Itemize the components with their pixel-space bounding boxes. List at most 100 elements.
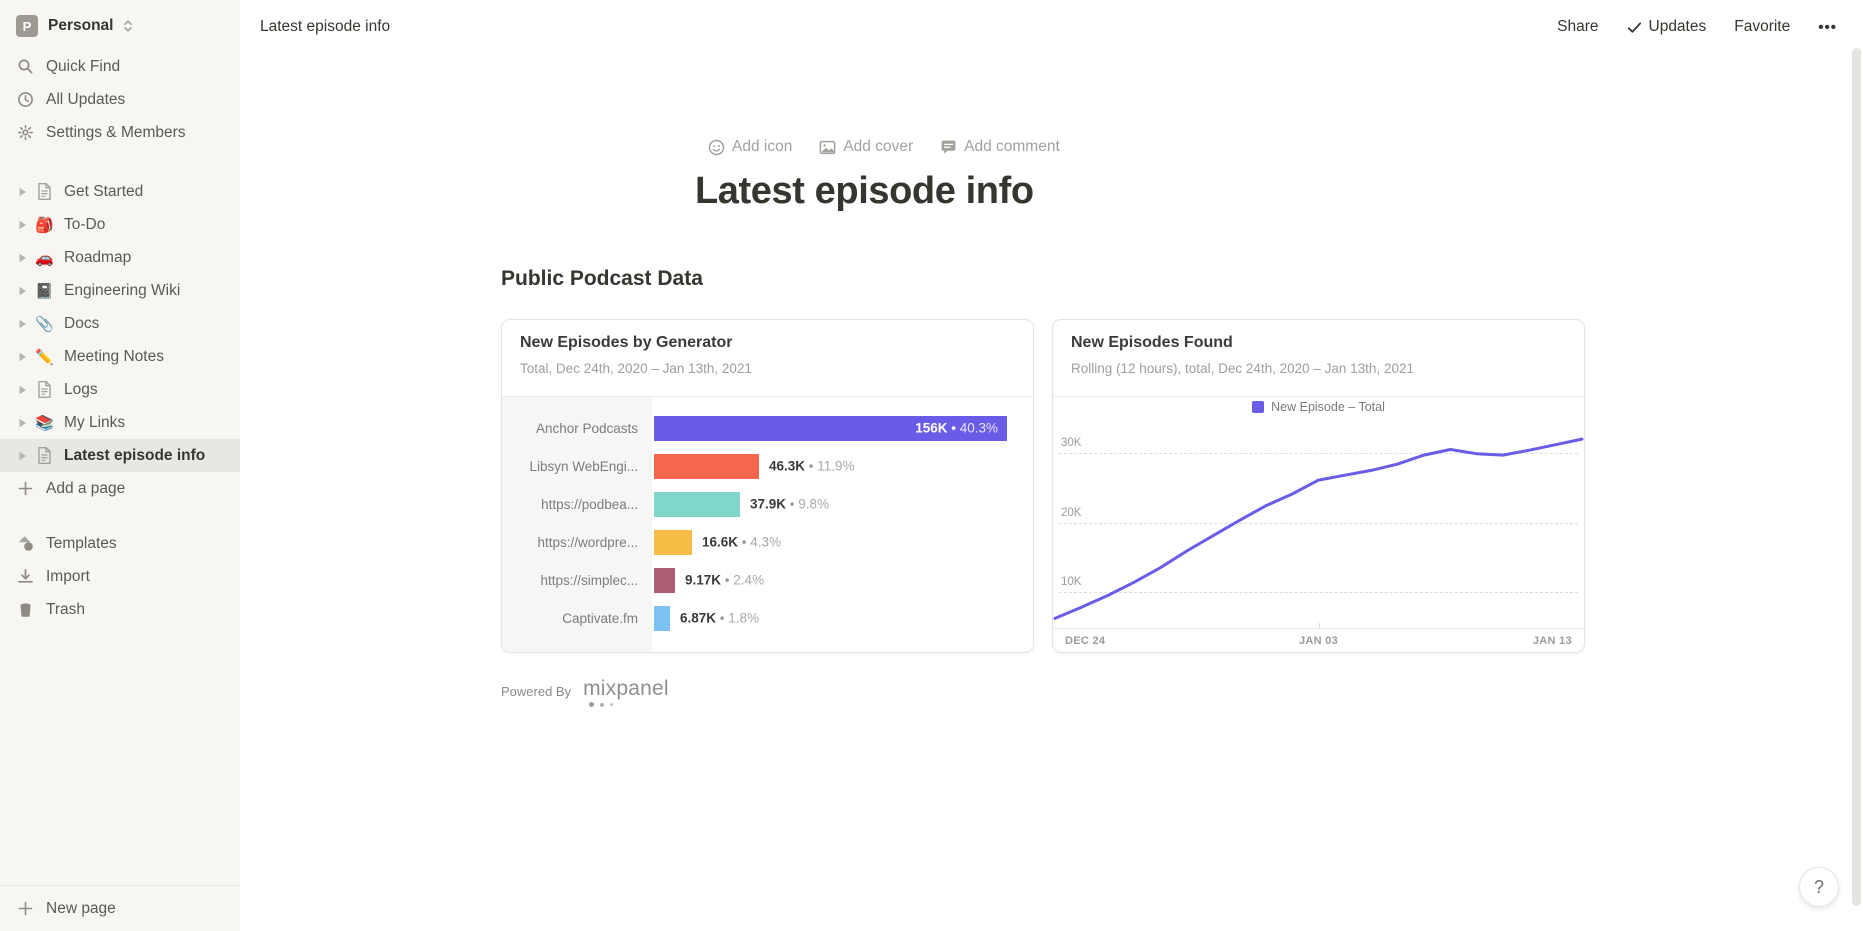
sidebar: P Personal Quick Find All Updates Settin… [0,0,240,931]
toggle-triangle-icon[interactable] [14,184,30,200]
mixpanel-logo[interactable]: mixpanel [583,678,669,707]
toggle-triangle-icon[interactable] [14,448,30,464]
add-comment-button[interactable]: Add comment [939,138,1060,156]
bar-category-label: Anchor Podcasts [535,420,638,436]
sidebar-item-all-updates[interactable]: All Updates [0,83,240,116]
sidebar-item-label: Trash [46,600,86,618]
bar[interactable] [654,491,740,517]
sidebar-item-label: All Updates [46,90,126,108]
page-icon [34,445,55,466]
bar-chart-card[interactable]: New Episodes by Generator Total, Dec 24t… [501,319,1034,653]
add-cover-button[interactable]: Add cover [818,138,913,156]
emoji-page-icon: 🎒 [35,216,54,234]
sidebar-item-label: Import [46,567,90,585]
gridline [1059,453,1578,454]
chart-legend: New Episode – Total [1053,400,1584,414]
sidebar-page-roadmap[interactable]: 🚗 Roadmap [0,241,240,274]
toggle-triangle-icon[interactable] [14,415,30,431]
sidebar-page-docs[interactable]: 📎 Docs [0,307,240,340]
bar-category-label: https://podbea... [541,496,638,512]
mixpanel-wordmark: mixpanel [583,677,669,700]
toggle-triangle-icon[interactable] [14,316,30,332]
plus-icon [16,479,35,498]
bar-category-label: https://wordpre... [537,534,638,550]
favorite-button[interactable]: Favorite [1734,18,1791,35]
new-page-button[interactable]: New page [0,885,240,931]
page-icon [34,379,55,400]
sidebar-page-my-links[interactable]: 📚 My Links [0,406,240,439]
sidebar-item-quick-find[interactable]: Quick Find [0,50,240,83]
line-chart-card[interactable]: New Episodes Found Rolling (12 hours), t… [1052,319,1585,653]
sidebar-page-label: Latest episode info [64,446,206,464]
sidebar-pages: Get Started 🎒 To-Do 🚗 Roadmap 📓 Engineering Wi… [0,175,240,472]
sidebar-page-to-do[interactable]: 🎒 To-Do [0,208,240,241]
sidebar-page-meeting-notes[interactable]: ✏️ Meeting Notes [0,340,240,373]
gear-icon [16,123,35,142]
bar-row: https://podbea... 37.9K • 9.8% [502,485,1033,523]
scrollbar-thumb[interactable] [1852,48,1861,906]
bar-value-label: 16.6K • 4.3% [702,534,782,550]
updates-button[interactable]: Updates [1627,18,1706,36]
mixpanel-dots-icon [589,702,614,707]
x-axis-tick-label: JAN 03 [1298,635,1339,647]
check-icon [1627,20,1642,35]
emoji-page-icon: 📓 [35,282,54,300]
import-icon [16,567,35,586]
add-a-page-button[interactable]: Add a page [0,472,240,505]
sidebar-item-trash[interactable]: Trash [0,593,240,626]
topbar: Latest episode info Share Updates Favori… [240,0,1863,54]
toggle-triangle-icon[interactable] [14,217,30,233]
bar-track: 156K • 40.3% [652,415,1033,441]
bar-chart-title: New Episodes by Generator [520,334,733,351]
sidebar-page-label: Roadmap [64,248,132,266]
bar-value-label: 156K • 40.3% [915,420,998,436]
workspace-switcher[interactable]: P Personal [0,0,240,50]
bar-category-label: Libsyn WebEngi... [529,458,638,474]
emoji-page-icon: 📚 [35,414,54,432]
bar[interactable] [654,567,675,593]
line-chart-title: New Episodes Found [1071,334,1233,351]
toggle-triangle-icon[interactable] [14,283,30,299]
sidebar-item-settings-members[interactable]: Settings & Members [0,116,240,149]
sidebar-page-label: Logs [64,380,98,398]
sidebar-item-templates[interactable]: Templates [0,527,240,560]
page-title: Latest episode info [695,170,1034,212]
main-area: Latest episode info Share Updates Favori… [240,0,1863,931]
x-axis-line [1053,628,1584,629]
toggle-triangle-icon[interactable] [14,250,30,266]
bar-row: Anchor Podcasts 156K • 40.3% [502,409,1033,447]
bar[interactable]: 156K • 40.3% [654,415,1007,441]
bar[interactable] [654,453,759,479]
divider [502,396,1033,397]
toggle-triangle-icon[interactable] [14,382,30,398]
emoji-page-icon: ✏️ [35,348,54,366]
bar-track: 16.6K • 4.3% [652,529,1033,555]
sidebar-page-get-started[interactable]: Get Started [0,175,240,208]
page-actions: Add icon Add cover Add comment [707,138,1827,156]
powered-by-label: Powered By [501,684,572,699]
add-icon-button[interactable]: Add icon [707,138,792,156]
emoji-icon [707,138,725,156]
x-axis-tick-label: JAN 13 [1532,635,1572,647]
bar-value-label: 9.17K • 2.4% [685,572,765,588]
sidebar-page-engineering-wiki[interactable]: 📓 Engineering Wiki [0,274,240,307]
chevron-updown-icon [123,19,133,33]
toggle-triangle-icon[interactable] [14,349,30,365]
sidebar-page-latest-episode-info[interactable]: Latest episode info [0,439,240,472]
sidebar-item-label: Quick Find [46,57,121,75]
share-button[interactable]: Share [1557,18,1599,35]
help-button[interactable]: ? [1799,867,1839,907]
y-axis-tick-label: 30K [1061,437,1082,449]
more-options-button[interactable]: ••• [1818,18,1837,36]
legend-swatch [1252,401,1265,413]
sidebar-item-label: Settings & Members [46,123,186,141]
bar[interactable] [654,529,692,555]
add-a-page-label: Add a page [46,479,126,497]
x-axis-tick-label: DEC 24 [1065,635,1106,647]
bar[interactable] [654,605,670,631]
breadcrumb[interactable]: Latest episode info [260,18,391,35]
sidebar-page-logs[interactable]: Logs [0,373,240,406]
comment-icon [939,138,957,156]
gridline [1059,523,1578,524]
sidebar-item-import[interactable]: Import [0,560,240,593]
